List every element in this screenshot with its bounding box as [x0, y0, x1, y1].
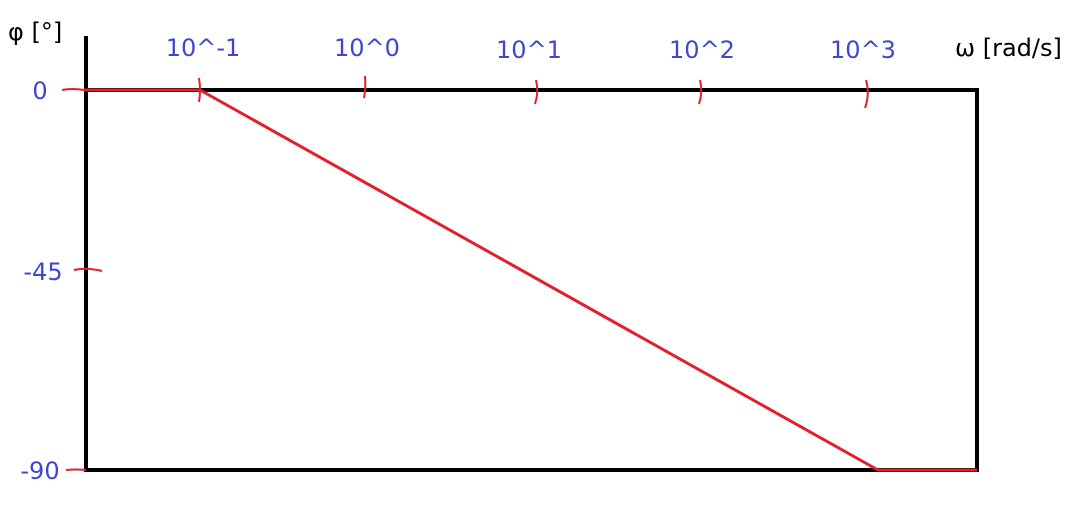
x-tick-label: 10^-1 [166, 34, 241, 62]
x-tick-label: 10^1 [496, 36, 562, 64]
x-tick-mark [534, 79, 539, 105]
y-tick-mark [61, 88, 85, 91]
x-tick-label: 10^0 [334, 34, 400, 62]
x-tick-label: 10^2 [669, 36, 735, 64]
x-tick-mark [698, 79, 703, 105]
x-axis-title: ω [rad/s] [955, 34, 1062, 62]
y-tick-label: 0 [32, 77, 47, 105]
series-line [84, 88, 977, 472]
y-tick-mark [65, 468, 87, 471]
x-tick-mark [864, 79, 869, 109]
y-tick-mark [73, 267, 103, 272]
x-tick-mark [363, 75, 367, 99]
y-tick-label: -90 [20, 457, 59, 485]
y-tick-label: -45 [23, 258, 62, 286]
y-axis-title: φ [°] [8, 18, 62, 46]
x-tick-label: 10^3 [830, 36, 896, 64]
